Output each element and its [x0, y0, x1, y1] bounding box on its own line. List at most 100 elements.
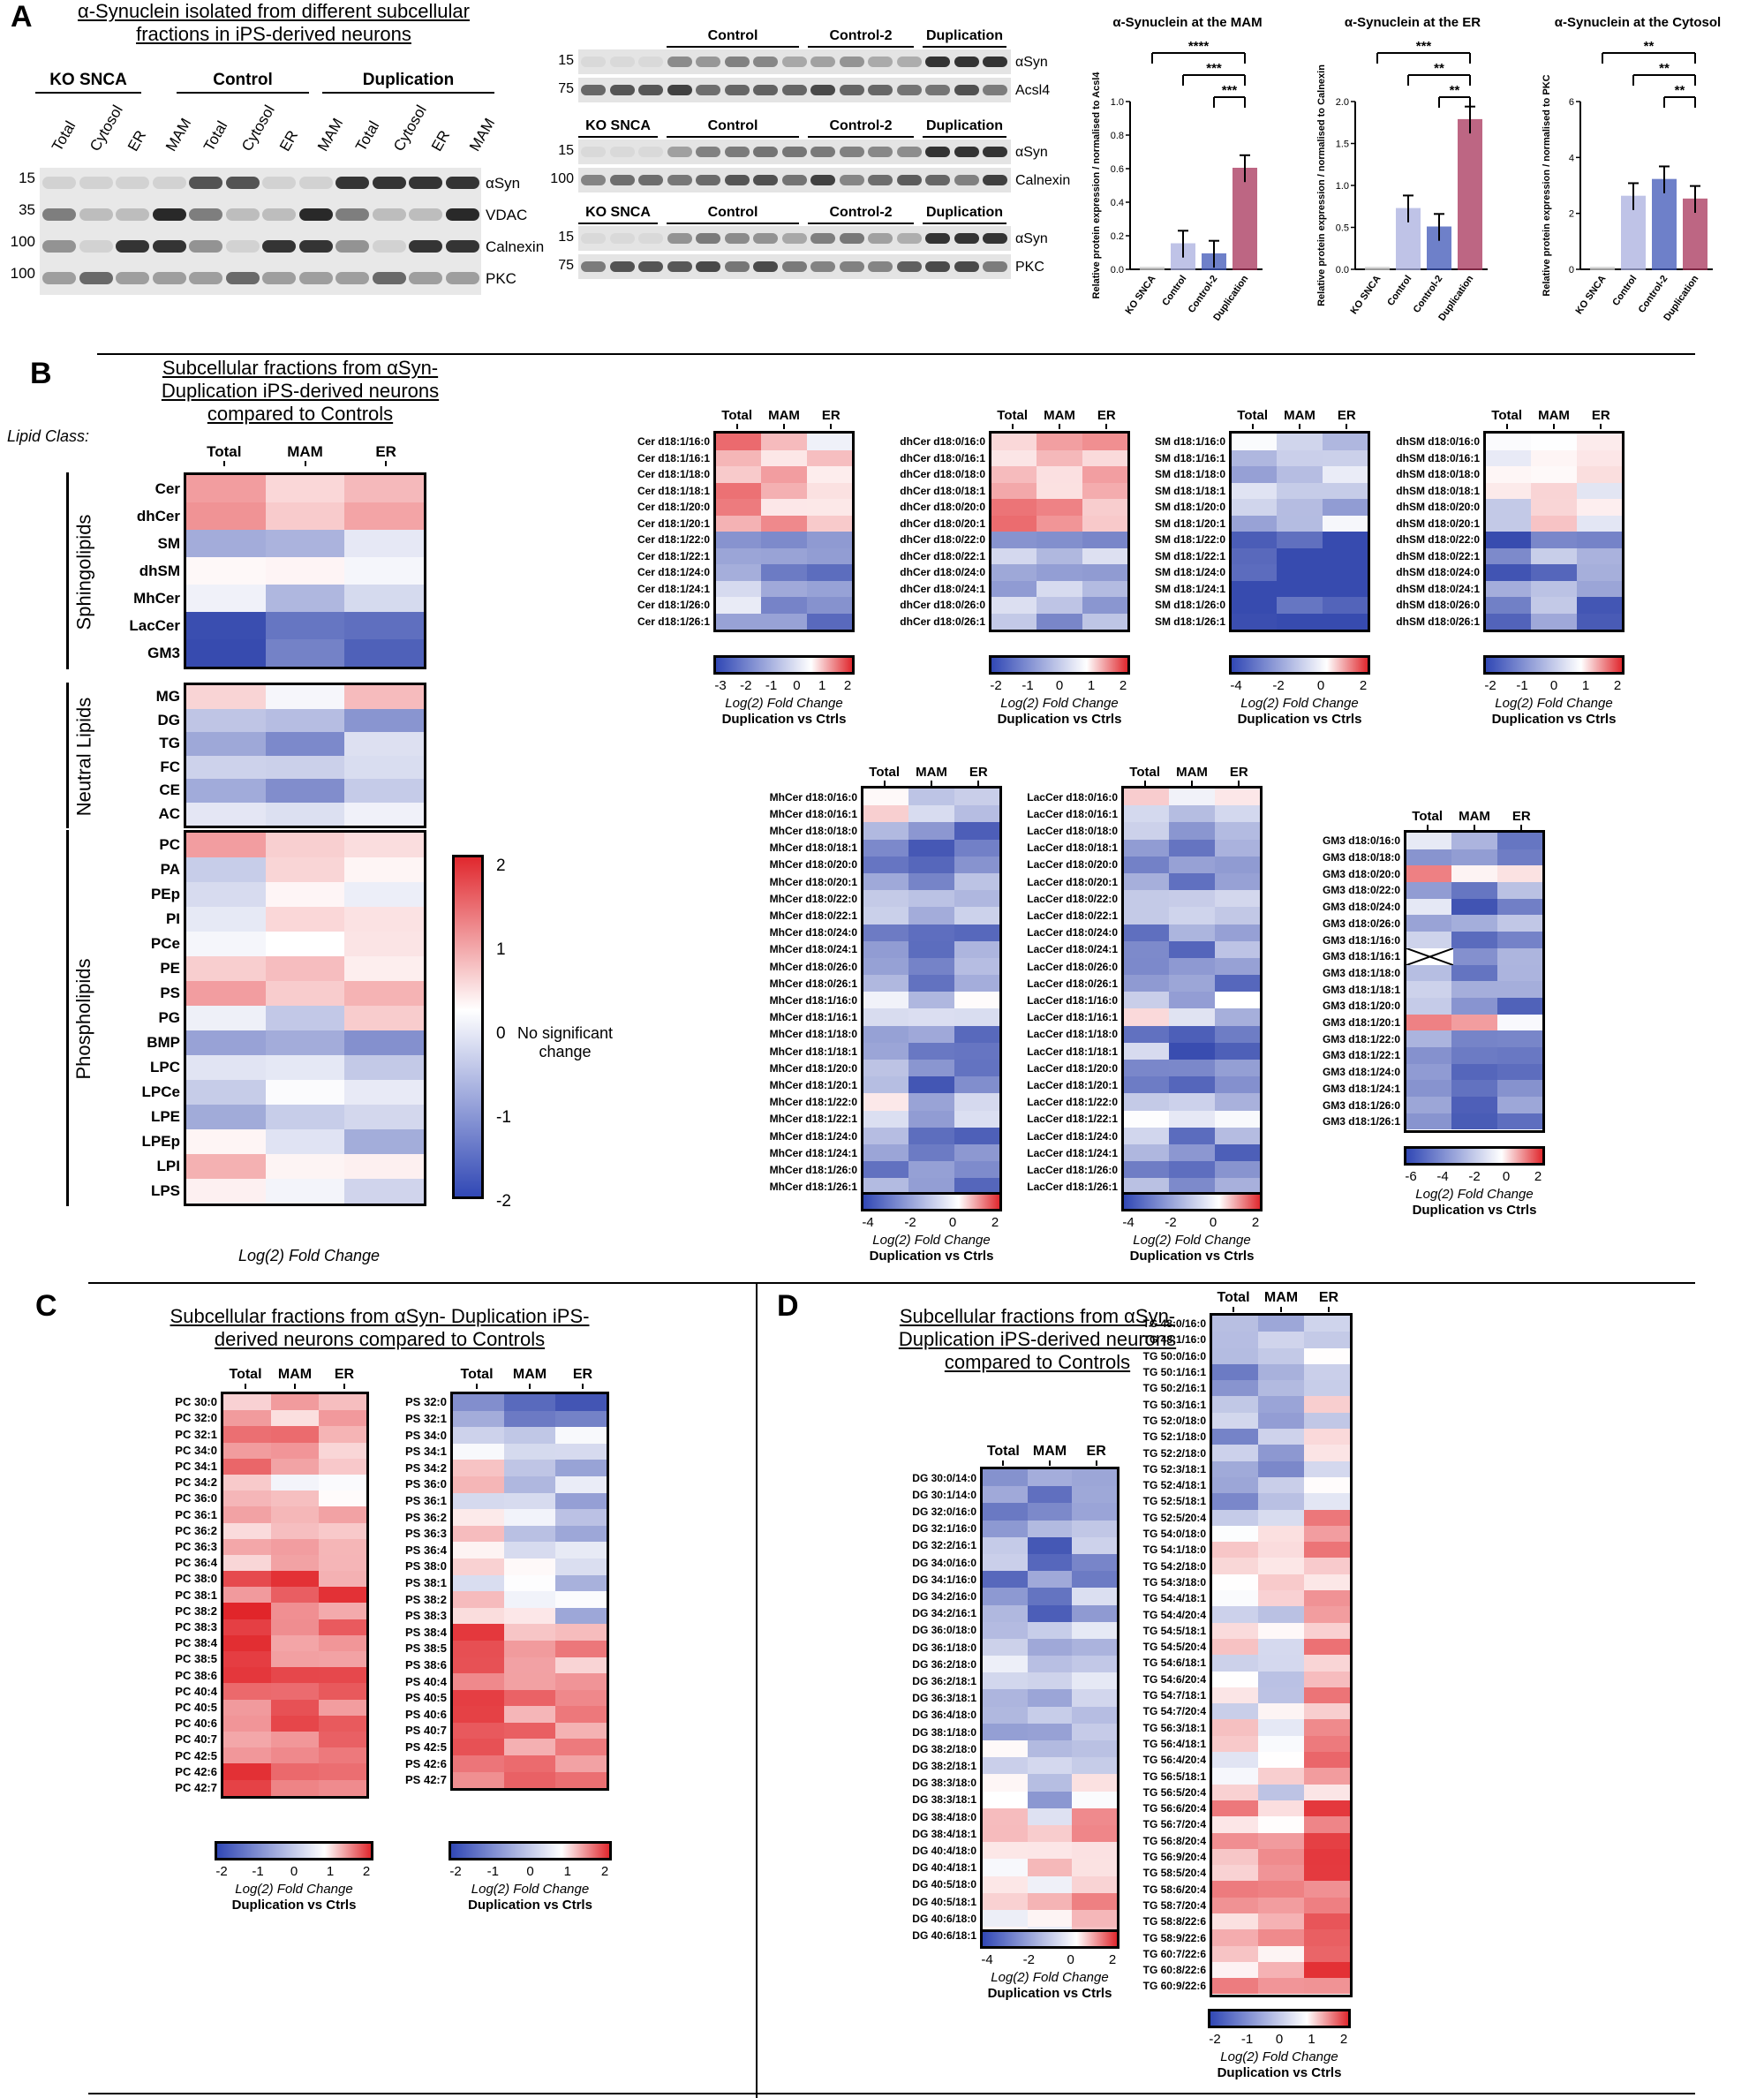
heatmap-row-label: SM d18:1/26:0 [1154, 599, 1225, 612]
heatmap-cell [319, 1763, 366, 1780]
colorbar-tick-label: -1 [1240, 2032, 1254, 2047]
colorbar-tick-label: 2 [1119, 678, 1127, 693]
heatmap-row [186, 708, 424, 732]
heatmap-row [186, 1030, 424, 1055]
heatmap-row [1406, 833, 1542, 849]
column-header: Total [1129, 765, 1161, 780]
heatmap-row-label: LacCer [129, 616, 180, 634]
heatmap-cell [983, 1621, 1028, 1639]
blot-band [42, 240, 76, 253]
heatmap-cell [1124, 1110, 1170, 1128]
heatmap-cell [1322, 499, 1368, 516]
column-header: MAM [916, 765, 947, 780]
heatmap-row-label: DG 38:4/18:0 [912, 1810, 976, 1823]
heatmap-row-label: LacCer d18:0/18:1 [1027, 841, 1118, 855]
heatmap-row-label: PS [160, 985, 180, 1001]
heatmap-cell [344, 502, 424, 530]
heatmap-cell [319, 1506, 366, 1523]
heatmap-row-label: MhCer d18:1/16:0 [769, 994, 857, 1007]
heatmap-cell [1212, 1316, 1258, 1332]
column-header: ER [1086, 1444, 1106, 1459]
heatmap-cell [186, 1080, 266, 1105]
heatmap-cell [1486, 449, 1532, 466]
heatmap-cell [1124, 1161, 1170, 1179]
heatmap-cell [1072, 1791, 1117, 1808]
heatmap-cell [983, 1469, 1028, 1487]
heatmap-row [716, 499, 852, 516]
heatmap-cell [1027, 1588, 1073, 1605]
blot-marker: 100 [550, 171, 574, 186]
blot-band [724, 175, 750, 185]
heatmap-cell [1027, 1486, 1073, 1504]
heatmap-cell [1451, 1097, 1497, 1113]
heatmap-cell [1212, 1832, 1258, 1849]
colorbar-tick-label: -4 [1436, 1169, 1449, 1184]
heatmap-cell [1304, 1380, 1350, 1397]
heatmap-cell [1451, 947, 1497, 965]
blot-band [152, 240, 186, 253]
heatmap-cell [1451, 1080, 1497, 1097]
heatmap-cell [1037, 482, 1082, 499]
blot-band [724, 261, 750, 272]
heatmap-row [716, 515, 852, 532]
heatmap-cell [716, 449, 762, 466]
heatmap-cell [1124, 1025, 1170, 1043]
heatmap-row-label: PS 36:3 [405, 1527, 447, 1541]
heatmap-row-label: MhCer d18:1/26:0 [769, 1164, 857, 1176]
lane-label: ER [124, 127, 150, 155]
heatmap-row [186, 833, 424, 857]
colorbar-axis-label: Log(2) Fold Change [1415, 1187, 1534, 1202]
column-header: MAM [512, 1367, 547, 1382]
laccer-colorbar [1121, 1192, 1263, 1211]
heatmap-row-label: DG 36:4/18:0 [912, 1709, 976, 1722]
colorbar-tick-label: 1 [563, 1864, 571, 1879]
category-label: KO SNCA [1574, 274, 1609, 316]
heatmap-cell [761, 547, 807, 564]
heatmap-cell [223, 1426, 271, 1443]
heatmap-cell [504, 1755, 555, 1772]
heatmap-cell [1037, 547, 1082, 564]
heatmap-cell [555, 1542, 607, 1558]
blot-band [116, 240, 149, 253]
heatmap-row [1212, 1881, 1350, 1898]
heatmap-cell [504, 1657, 555, 1674]
heatmap-cell [555, 1755, 607, 1772]
heatmap-cell [983, 1807, 1028, 1825]
heatmap-cell [1027, 1604, 1073, 1622]
heatmap-cell [1169, 1127, 1215, 1144]
heatmap-cell [1258, 1897, 1304, 1913]
heatmap-cell [1496, 997, 1542, 1015]
heatmap-cell [954, 1060, 999, 1077]
heatmap-cell [1576, 482, 1622, 499]
heatmap-cell [1212, 1655, 1258, 1672]
heatmap-cell [1406, 1046, 1452, 1064]
heatmap-cell [1258, 1784, 1304, 1800]
dhsm-colorbar [1483, 655, 1625, 675]
heatmap-row-label: dhSM d18:0/16:1 [1396, 451, 1480, 464]
heatmap-cell [991, 449, 1037, 466]
heatmap-cell [1406, 898, 1452, 916]
heatmap-cell [223, 1587, 271, 1604]
heatmap-cell [1027, 1807, 1073, 1825]
heatmap-cell [223, 1603, 271, 1619]
heatmap-cell [319, 1699, 366, 1716]
heatmap-cell [1214, 1161, 1260, 1179]
heatmap-cell [265, 882, 345, 907]
blot-band [954, 261, 979, 272]
heatmap-cell [1027, 1706, 1073, 1724]
tg-colorbar [1208, 2009, 1351, 2028]
heatmap-cell [1169, 975, 1215, 992]
blot-band [810, 261, 835, 272]
heatmap-cell [1072, 1571, 1117, 1589]
heatmap-row-label: PG [158, 1009, 180, 1026]
heatmap-row-label: PS 38:3 [405, 1609, 447, 1623]
tick-mark [385, 461, 388, 466]
heatmap-cell [1124, 1143, 1170, 1162]
heatmap-cell [716, 499, 762, 516]
heatmap-cell [1072, 1672, 1117, 1690]
heatmap-row-label: LacCer d18:1/22:0 [1027, 1096, 1118, 1109]
heatmap-row [991, 532, 1127, 548]
heatmap-row [1406, 882, 1542, 899]
heatmap-cell [1322, 466, 1368, 483]
heatmap-cell [265, 1080, 345, 1105]
